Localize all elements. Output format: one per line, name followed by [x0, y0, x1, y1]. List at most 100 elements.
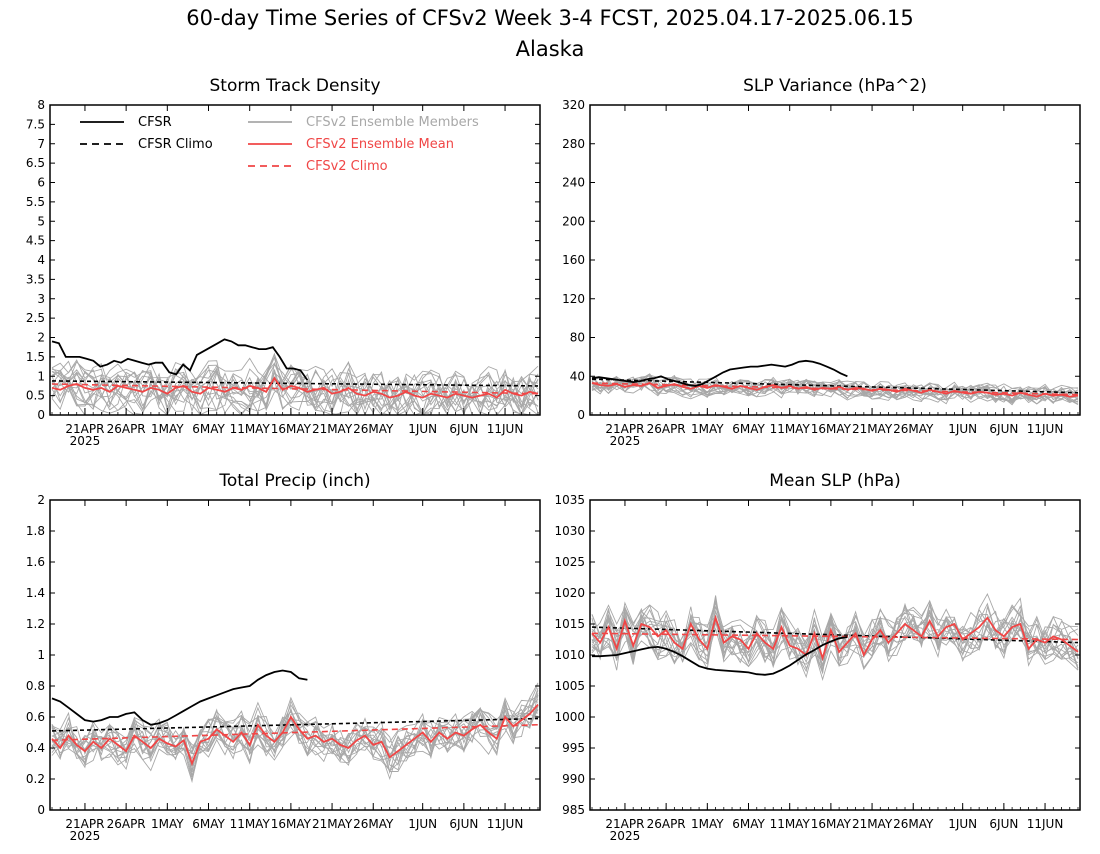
y-tick-label: 280 [562, 137, 585, 151]
legend-label-members: CFSv2 Ensemble Members [306, 115, 479, 130]
x-tick-label: 11JUN [487, 817, 524, 831]
x-tick-label: 11MAY [230, 422, 271, 436]
ensemble-member-line [591, 601, 1079, 682]
plot-frame [589, 499, 1081, 811]
panel-1: Storm Track Density 0 0.5 1 1.5 2 2.5 3 3.5 4 4.5 5… [26, 76, 541, 448]
x-tick-label: 6MAY [732, 817, 765, 831]
x-tick-label: 6MAY [192, 422, 225, 436]
y-tick-label: 0 [577, 408, 585, 422]
x-tick-label: 16MAY [811, 817, 852, 831]
legend-label-cfsr: CFSR [138, 115, 172, 130]
x-tick-label: 21MAY [852, 422, 893, 436]
ensemble-member-line [51, 357, 539, 415]
ensemble-mean-line [591, 382, 1079, 398]
y-tick-label: 1 [37, 648, 45, 662]
y-tick-label: 1.6 [26, 555, 45, 569]
y-tick-label: 0.8 [26, 679, 45, 693]
x-tick-label: 16MAY [271, 422, 312, 436]
x-tick-label: 21APR [605, 817, 644, 831]
y-tick-label: 1005 [554, 679, 585, 693]
cfsr-line [592, 636, 848, 676]
figure-subtitle: Alaska [516, 37, 585, 61]
y-tick-label: 7 [37, 137, 45, 151]
y-tick-label: 1000 [554, 710, 585, 724]
x-tick-label: 1JUN [948, 422, 977, 436]
x-tick-label: 1JUN [408, 422, 437, 436]
x-tick-label: 11MAY [770, 817, 811, 831]
x-year-label: 2025 [70, 434, 101, 448]
y-tick-label: 160 [562, 253, 585, 267]
legend-label-cfsv2-climo: CFSv2 Climo [306, 159, 388, 174]
y-tick-label: 320 [562, 98, 585, 112]
x-tick-label: 26MAY [893, 817, 934, 831]
y-tick-label: 0.6 [26, 710, 45, 724]
cfsr-line [51, 669, 308, 726]
y-tick-label: 4.5 [26, 234, 45, 248]
x-tick-label: 1MAY [151, 422, 184, 436]
x-tick-label: 1JUN [408, 817, 437, 831]
ensemble-mean-line [51, 704, 539, 767]
y-tick-label: 0.4 [26, 741, 45, 755]
x-tick-label: 26APR [107, 422, 146, 436]
plot-area [591, 592, 1079, 682]
cfsr-line [591, 359, 848, 387]
panel-title: Mean SLP (hPa) [769, 471, 901, 491]
y-tick-label: 5 [37, 214, 45, 228]
x-tick-label: 6MAY [732, 422, 765, 436]
y-tick-label: 0.5 [26, 389, 45, 403]
ensemble-member-line [51, 363, 539, 415]
y-tick-label: 80 [570, 331, 585, 345]
panel-title: Storm Track Density [209, 76, 380, 96]
ensemble-member-line [591, 377, 1079, 403]
ensemble-member-line [51, 360, 539, 415]
x-tick-label: 21MAY [312, 817, 353, 831]
x-tick-label: 21MAY [852, 817, 893, 831]
plot-area [591, 359, 1079, 406]
y-tick-label: 40 [570, 369, 585, 383]
y-tick-label: 5.5 [26, 195, 45, 209]
x-year-label: 2025 [610, 829, 641, 843]
y-tick-label: 1015 [554, 617, 585, 631]
x-tick-label: 1JUN [948, 817, 977, 831]
y-tick-label: 0.2 [26, 772, 45, 786]
x-tick-label: 26APR [647, 422, 686, 436]
x-tick-label: 6JUN [449, 817, 478, 831]
ensemble-member-line [591, 602, 1079, 671]
x-tick-label: 26APR [107, 817, 146, 831]
plot-frame [49, 499, 541, 811]
y-tick-label: 1.2 [26, 617, 45, 631]
ensemble-member-line [51, 352, 539, 410]
y-tick-label: 1.8 [26, 524, 45, 538]
x-tick-label: 6JUN [989, 422, 1018, 436]
y-tick-label: 4 [37, 253, 45, 267]
x-year-label: 2025 [70, 829, 101, 843]
y-tick-label: 3 [37, 292, 45, 306]
y-tick-label: 2 [37, 493, 45, 507]
ensemble-member-line [51, 690, 539, 772]
x-tick-label: 26MAY [893, 422, 934, 436]
ensemble-member-line [51, 706, 539, 759]
cfsr-line [51, 338, 309, 381]
y-tick-label: 0 [37, 408, 45, 422]
x-tick-label: 26APR [647, 817, 686, 831]
ensemble-member-line [51, 359, 539, 415]
panel-title: SLP Variance (hPa^2) [743, 76, 927, 96]
cfsv2-climo-line [51, 383, 539, 395]
y-tick-label: 985 [562, 803, 585, 817]
y-tick-label: 1025 [554, 555, 585, 569]
x-tick-label: 6JUN [989, 817, 1018, 831]
ensemble-member-line [51, 360, 539, 415]
ensemble-member-line [51, 356, 539, 415]
panel-title: Total Precip (inch) [218, 471, 370, 491]
x-tick-label: 21APR [65, 422, 104, 436]
legend: CFSR CFSR Climo CFSv2 Ensemble Members CFSv… [80, 115, 479, 174]
y-tick-label: 1010 [554, 648, 585, 662]
ensemble-member-line [51, 699, 539, 778]
legend-label-cfsr-climo: CFSR Climo [138, 137, 213, 152]
y-tick-label: 1.4 [26, 586, 45, 600]
y-tick-label: 995 [562, 741, 585, 755]
x-tick-label: 16MAY [811, 422, 852, 436]
y-tick-label: 1035 [554, 493, 585, 507]
x-tick-label: 6MAY [192, 817, 225, 831]
